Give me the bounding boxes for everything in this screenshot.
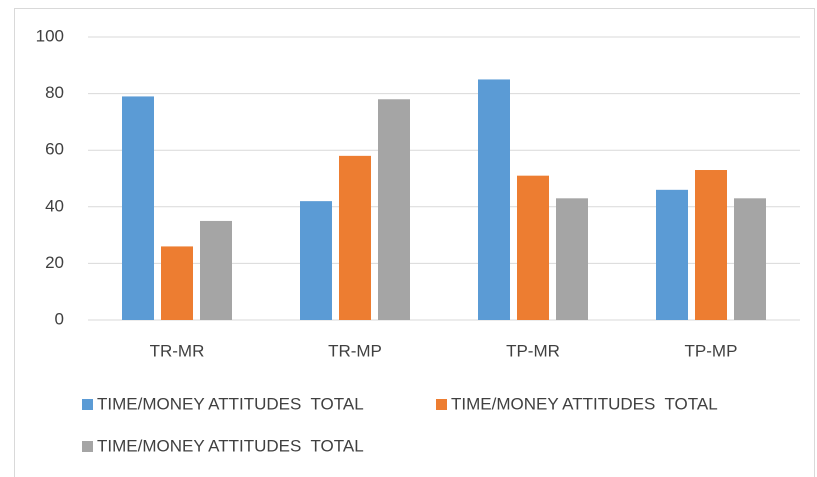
legend-label: TIME/MONEY ATTITUDES TOTAL	[451, 394, 718, 413]
bar	[695, 170, 727, 320]
legend-swatch	[436, 399, 447, 410]
bar	[339, 155, 371, 320]
y-tick-label: 60	[45, 140, 64, 159]
bar	[300, 201, 332, 320]
y-tick-label: 0	[55, 309, 64, 328]
y-tick-label: 80	[45, 83, 64, 102]
y-tick-label: 20	[45, 253, 64, 272]
bar	[161, 246, 193, 320]
bar	[378, 99, 410, 320]
x-tick-label: TR-MR	[150, 341, 205, 360]
legend-label: TIME/MONEY ATTITUDES TOTAL	[97, 394, 364, 413]
y-tick-label: 100	[36, 26, 64, 45]
x-tick-label: TP-MR	[506, 341, 560, 360]
legend-label: TIME/MONEY ATTITUDES TOTAL	[97, 436, 364, 455]
bar	[517, 175, 549, 320]
bar	[734, 198, 766, 320]
bar	[478, 79, 510, 320]
legend-swatch	[82, 441, 93, 452]
legend-swatch	[82, 399, 93, 410]
bar	[556, 198, 588, 320]
x-tick-label: TP-MP	[685, 341, 738, 360]
bar	[122, 96, 154, 321]
bar	[200, 220, 232, 320]
bar	[656, 189, 688, 320]
y-tick-label: 40	[45, 196, 64, 215]
x-tick-label: TR-MP	[328, 341, 382, 360]
